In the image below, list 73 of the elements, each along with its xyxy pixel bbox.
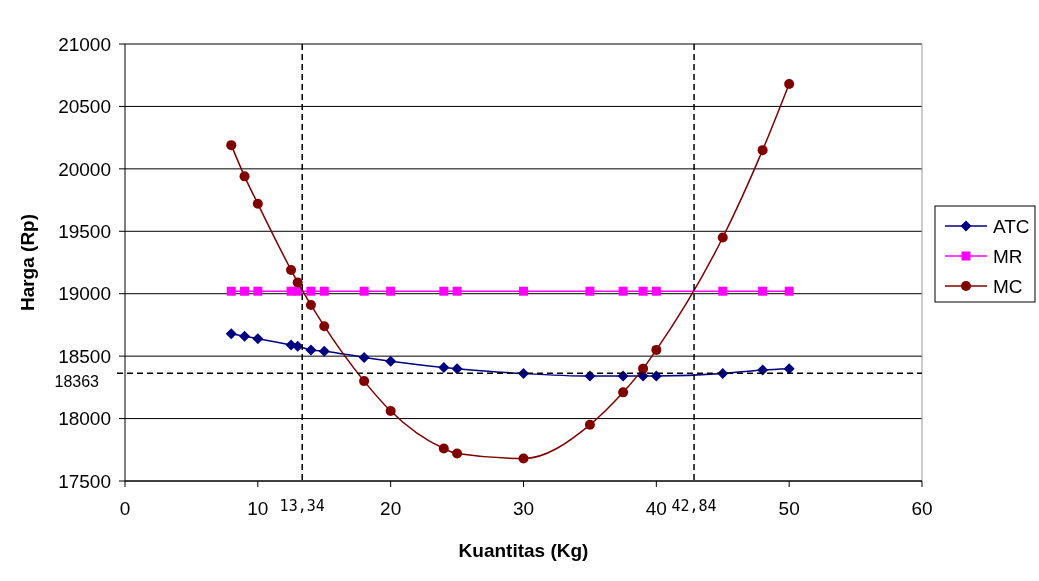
y-tick-label: 18000: [58, 408, 111, 430]
point: [638, 286, 648, 296]
point: [617, 370, 629, 382]
y-tick-label: 19000: [58, 283, 111, 305]
point: [584, 419, 595, 430]
legend-label: ATC: [993, 215, 1030, 237]
point: [784, 78, 795, 89]
point: [252, 198, 263, 209]
point: [758, 286, 768, 296]
point: [385, 406, 396, 417]
point: [585, 286, 595, 296]
point: [519, 286, 528, 296]
point: [253, 286, 263, 296]
point: [651, 344, 662, 355]
x-tick-label: 60: [911, 498, 933, 519]
point: [286, 264, 297, 275]
point: [438, 443, 449, 454]
y-tick-label: 21000: [58, 33, 111, 55]
point: [226, 286, 236, 296]
point: [452, 286, 462, 296]
x-tick-label: 20: [380, 498, 402, 519]
y-tick-label: 18500: [58, 345, 111, 367]
point: [618, 387, 629, 398]
x-tick-label: 0: [119, 498, 131, 519]
point: [757, 145, 768, 156]
point: [319, 286, 329, 296]
point: [359, 286, 369, 296]
point: [438, 361, 450, 373]
y-tick-label: 20500: [58, 96, 111, 118]
ref-line-label: 18363: [54, 373, 100, 391]
point: [650, 370, 662, 382]
x-tick-label: 10: [247, 498, 269, 519]
point: [451, 363, 463, 375]
point: [358, 351, 370, 363]
point: [717, 232, 728, 243]
x-axis-title: Kuantitas (Kg): [458, 540, 589, 561]
point: [305, 299, 316, 310]
ref-line-label: 42,84: [671, 497, 717, 515]
point: [518, 453, 529, 464]
y-tick-label: 20000: [58, 158, 111, 180]
point: [757, 364, 769, 376]
point: [452, 448, 463, 459]
y-tick-label: 17500: [58, 470, 111, 492]
point: [252, 333, 264, 345]
x-tick-label: 40: [645, 498, 667, 519]
point: [638, 363, 649, 374]
point: [293, 286, 303, 296]
legend-label: MC: [993, 275, 1023, 297]
ref-line-label: 13,34: [279, 497, 325, 515]
point: [306, 286, 316, 296]
point: [718, 286, 728, 296]
point: [319, 321, 330, 332]
point: [226, 140, 237, 151]
x-tick-label: 30: [512, 498, 535, 519]
point: [359, 376, 370, 387]
point: [783, 363, 795, 375]
point: [618, 286, 628, 296]
legend-label: MR: [993, 245, 1023, 267]
point: [439, 286, 449, 296]
point: [385, 355, 397, 367]
point: [239, 171, 250, 182]
x-tick-label: 50: [778, 498, 800, 519]
y-axis-title: Harga (Rp): [17, 213, 38, 312]
point: [225, 328, 237, 340]
point: [239, 330, 251, 342]
point: [292, 277, 303, 288]
point: [318, 345, 330, 357]
point: [305, 344, 317, 356]
point: [651, 286, 661, 296]
point: [240, 286, 250, 296]
point: [784, 286, 794, 296]
point: [386, 286, 396, 296]
y-tick-label: 19500: [58, 220, 111, 242]
